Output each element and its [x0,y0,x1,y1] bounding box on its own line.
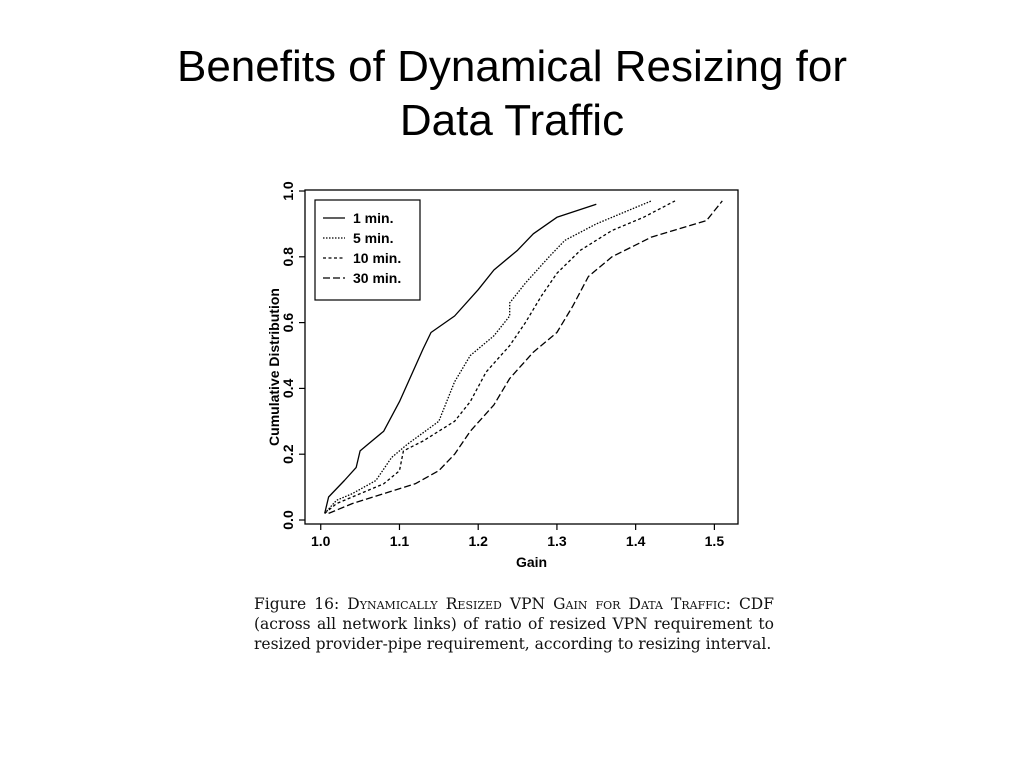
y-tick-label: 0.0 [280,510,296,530]
plot-frame [304,189,739,525]
x-tick-label: 1.1 [390,533,410,549]
x-tick-label: 1.5 [705,533,725,549]
x-tick-label: 1.3 [547,533,567,549]
x-tick-label: 1.4 [626,533,646,549]
series-line-1 [324,203,597,514]
series-line-2 [324,200,652,514]
series-line-4 [328,200,723,515]
y-tick-label: 1.0 [280,181,296,201]
slide-title: Benefits of Dynamical Resizing for Data … [0,40,1024,148]
y-axis-label: Cumulative Distribution [266,288,282,446]
x-tick-label: 1.0 [311,533,331,549]
y-tick-label: 0.4 [280,378,296,398]
legend-label: 30 min. [353,270,401,286]
series-line-3 [324,200,676,514]
slide-title-line-1: Benefits of Dynamical Resizing for [176,42,848,91]
y-tick-label: 0.2 [280,444,296,464]
figure-label: Figure 16: [254,595,340,613]
y-tick-label: 0.6 [280,313,296,333]
figure-body: CDF (across all network links) of ratio … [254,595,774,653]
legend-label: 5 min. [353,230,393,246]
cdf-chart: 1.0 1.1 1.2 1.3 1.4 1.5 0.0 0.2 0.4 0.6 0.8 1.0 Gain… [266,181,739,570]
x-axis-label: Gain [516,554,547,570]
slide-title-line-2: Data Traffic [399,96,625,145]
x-tick-label: 1.2 [468,533,488,549]
figure-heading: Dynamically Resized VPN Gain for Data Tr… [347,595,731,613]
legend-label: 10 min. [353,250,401,266]
legend-box [314,199,421,301]
y-tick-label: 0.8 [280,247,296,267]
legend-label: 1 min. [353,210,393,226]
figure-caption: Figure 16: Dynamically Resized VPN Gain … [254,594,774,654]
